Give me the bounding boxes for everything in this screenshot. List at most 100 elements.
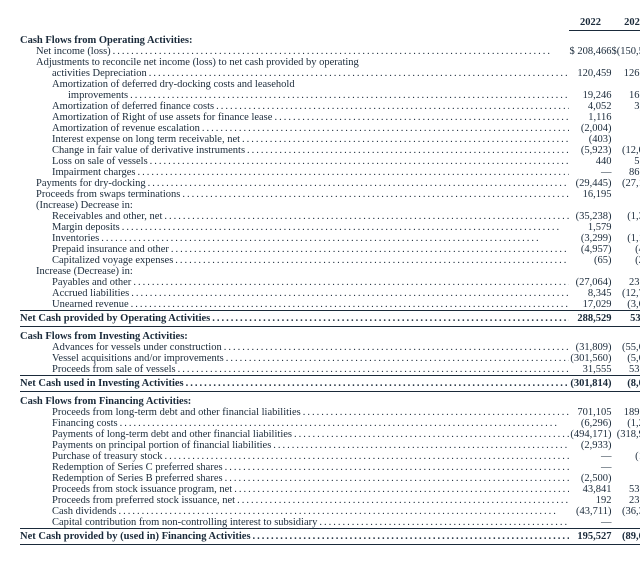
row-label: Financing costs [20, 418, 120, 429]
cell-value: (29,445) [569, 178, 611, 189]
table-row: Net income (loss).......................… [20, 46, 640, 57]
cell-value: 53,224 [611, 364, 640, 376]
cell-value [611, 79, 640, 90]
cell-value: (494,171) [569, 429, 611, 440]
table-row: Payments for dry-docking................… [20, 178, 640, 189]
cell-value: 19,246 [569, 90, 611, 101]
cell-value [611, 57, 640, 68]
cell-value: (36,314) [611, 506, 640, 517]
row-label: Payments on principal portion of financi… [20, 440, 273, 451]
row-label: Redemption of Series B preferred shares [20, 473, 225, 484]
cell-value [569, 79, 611, 90]
cell-value: $(150,581) [611, 46, 640, 57]
cash-flow-table: 2022 2021 2020 Cash Flows from Operating… [20, 15, 640, 545]
cell-value: (1,270) [611, 418, 640, 429]
row-label: Change in fair value of derivative instr… [20, 145, 247, 156]
row-label: Inventories [20, 233, 101, 244]
row-label: Payables and other [20, 277, 133, 288]
row-label: Redemption of Series C preferred shares [20, 462, 225, 473]
cell-value: 701,105 [569, 407, 611, 418]
table-row: Cash dividends..........................… [20, 506, 640, 517]
table-row: Prepaid insurance and other.............… [20, 244, 640, 255]
cell-value: — [611, 189, 640, 200]
cell-value: 304 [611, 222, 640, 233]
cell-value: 440 [569, 156, 611, 167]
cell-value: (4,957) [569, 244, 611, 255]
row-label: Cash dividends [20, 506, 118, 517]
cell-value: (1,327) [611, 211, 640, 222]
cell-value: (31,809) [569, 342, 611, 353]
table-row: Inventories.............................… [20, 233, 640, 244]
row-label: Unearned revenue [20, 299, 131, 310]
row-label: Amortization of deferred dry-docking cos… [20, 79, 297, 90]
cell-value: (35,238) [569, 211, 611, 222]
table-row: Financing costs.........................… [20, 418, 640, 429]
cell-value: 192 [569, 495, 611, 506]
table-row: Amortization of Right of use assets for … [20, 112, 640, 123]
cell-value: — [611, 440, 640, 451]
cell-value: (27,157) [611, 178, 640, 189]
table-row: Proceeds from long-term debt and other f… [20, 407, 640, 418]
cell-value: (32) [611, 134, 640, 145]
cell-value: 4,052 [569, 101, 611, 112]
table-row: Payments of long-term debt and other fin… [20, 429, 640, 440]
table-row: Capitalized voyage expenses.............… [20, 255, 640, 266]
cell-value: 23,741 [611, 495, 640, 506]
row-label: Prepaid insurance and other [20, 244, 171, 255]
net-investing: Net Cash used in Investing Activities...… [20, 376, 640, 392]
section-operating: Cash Flows from Operating Activities: [20, 31, 640, 47]
table-row: Proceeds from stock issuance program, ne… [20, 484, 640, 495]
row-label: Net income (loss) [20, 46, 113, 57]
table-row: Impairment charges......................… [20, 167, 640, 178]
table-row: Vessel acquisitions and/or improvements.… [20, 353, 640, 364]
table-row: activities Depreciation.................… [20, 68, 640, 79]
cell-value: 189,758 [611, 407, 640, 418]
row-label: Amortization of deferred finance costs [20, 101, 216, 112]
cell-value [569, 266, 611, 277]
cell-value [569, 200, 611, 211]
row-label: Proceeds from sale of vessels [20, 364, 178, 375]
net-financing: Net Cash provided by (used in) Financing… [20, 529, 640, 545]
cell-value: — [611, 112, 640, 123]
cell-value: 16,432 [611, 90, 640, 101]
cell-value: — [611, 462, 640, 473]
table-row: Receivables and other, net..............… [20, 211, 640, 222]
header-row: 2022 2021 2020 [20, 15, 640, 31]
cell-value: (5,623) [611, 353, 640, 364]
cell-value: — [569, 462, 611, 473]
table-row: Payments on principal portion of financi… [20, 440, 640, 451]
cell-value: — [569, 167, 611, 178]
cell-value: 5,817 [611, 156, 640, 167]
year-col-2: 2021 [611, 15, 640, 31]
table-row: Increase (Decrease) in: [20, 266, 640, 277]
table-row: Redemption of Series C preferred shares.… [20, 462, 640, 473]
table-row: Adjustments to reconcile net income (los… [20, 57, 640, 68]
cell-value: 126,821 [611, 68, 640, 79]
cell-value: (168) [611, 451, 640, 462]
row-label: improvements [20, 90, 130, 101]
table-row: improvements............................… [20, 90, 640, 101]
cell-value: (12,700) [611, 288, 640, 299]
row-label: Interest expense on long term receivable… [20, 134, 242, 145]
cell-value: (5,923) [569, 145, 611, 156]
cell-value: 17,029 [569, 299, 611, 311]
row-label: Proceeds from long-term debt and other f… [20, 407, 303, 418]
row-label: Amortization of Right of use assets for … [20, 112, 274, 123]
row-label: Payments for dry-docking [20, 178, 148, 189]
table-row: Amortization of deferred dry-docking cos… [20, 79, 640, 90]
cell-value: 120,459 [569, 68, 611, 79]
row-label: Impairment charges [20, 167, 137, 178]
cell-value: — [611, 473, 640, 484]
cell-value: — [569, 451, 611, 462]
cell-value: (2,500) [569, 473, 611, 484]
cell-value [569, 57, 611, 68]
cell-value: (1,105) [611, 233, 640, 244]
row-label: Purchase of treasury stock [20, 451, 165, 462]
cell-value: (3,603) [611, 299, 640, 311]
row-label: Adjustments to reconcile net income (los… [20, 57, 361, 68]
cell-value: (6,296) [569, 418, 611, 429]
row-label: Increase (Decrease) in: [20, 266, 135, 277]
table-row: Interest expense on long term receivable… [20, 134, 640, 145]
cell-value: 31,555 [569, 364, 611, 376]
cell-value: (301,560) [569, 353, 611, 364]
